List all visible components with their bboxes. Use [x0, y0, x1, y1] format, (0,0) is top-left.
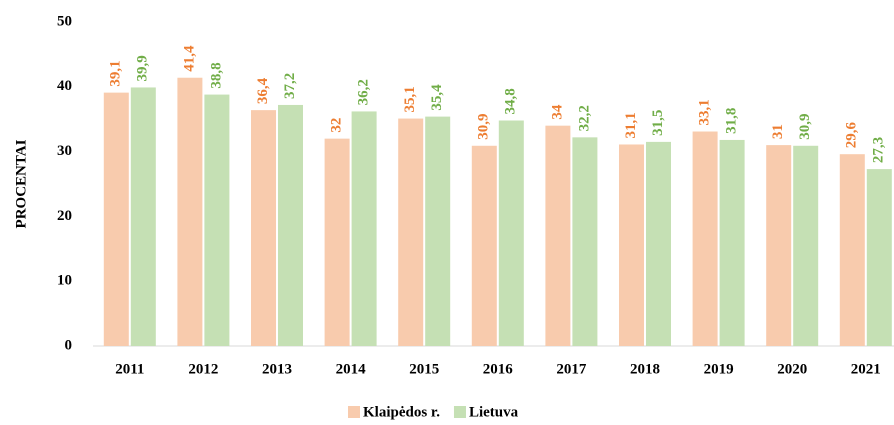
legend-swatch — [348, 406, 360, 418]
bar — [866, 169, 892, 346]
bar — [498, 120, 524, 346]
y-tick-label: 40 — [57, 78, 72, 94]
x-tick-label: 2019 — [704, 361, 734, 377]
x-tick-label: 2015 — [409, 361, 439, 377]
data-label: 37,2 — [282, 73, 298, 99]
data-label: 41,4 — [181, 45, 197, 72]
bar — [719, 139, 745, 346]
y-tick-label: 0 — [65, 337, 73, 353]
data-label: 33,1 — [697, 99, 713, 125]
x-tick-label: 2017 — [556, 361, 587, 377]
bar — [646, 141, 671, 346]
data-label: 36,2 — [356, 79, 372, 105]
bar — [204, 94, 230, 347]
data-label: 31 — [770, 124, 786, 139]
bar — [766, 145, 792, 346]
data-label: 35,4 — [429, 84, 445, 111]
bar — [619, 144, 644, 346]
bar — [177, 77, 203, 346]
bar — [471, 145, 497, 346]
data-label: 39,9 — [135, 55, 151, 81]
data-label: 30,9 — [797, 114, 813, 140]
x-tick-label: 2013 — [262, 361, 292, 377]
bar — [351, 111, 377, 346]
x-tick-label: 2012 — [188, 361, 218, 377]
data-label: 29,6 — [844, 121, 860, 148]
data-label: 35,1 — [402, 86, 418, 112]
bar — [130, 87, 156, 346]
x-tick-label: 2020 — [777, 361, 807, 377]
bar — [278, 104, 303, 346]
x-tick-label: 2011 — [115, 361, 144, 377]
data-label: 32 — [329, 118, 345, 133]
legend-label: Klaipėdos r. — [363, 404, 440, 420]
data-label: 34,8 — [503, 88, 519, 114]
bar — [103, 92, 129, 346]
data-label: 30,9 — [476, 114, 492, 140]
x-tick-label: 2021 — [851, 361, 881, 377]
y-axis-label: PROCENTAI — [13, 139, 29, 228]
data-label: 34 — [549, 104, 565, 120]
bar — [425, 116, 451, 346]
x-tick-label: 2016 — [483, 361, 514, 377]
y-tick-label: 30 — [57, 143, 72, 159]
bar — [793, 145, 819, 346]
data-label: 27,3 — [871, 137, 887, 163]
legend-label: Lietuva — [469, 404, 519, 420]
data-label: 36,4 — [255, 77, 271, 104]
data-label: 31,5 — [650, 110, 666, 136]
y-tick-label: 50 — [57, 13, 72, 29]
bar — [324, 138, 350, 346]
data-label: 32,2 — [576, 105, 592, 131]
bar — [251, 110, 276, 347]
bar — [572, 137, 598, 346]
legend-swatch — [453, 406, 466, 418]
y-tick-label: 10 — [57, 273, 72, 289]
bar — [398, 118, 424, 346]
x-tick-label: 2018 — [630, 361, 660, 377]
x-tick-label: 2014 — [336, 361, 367, 377]
data-label: 31,8 — [724, 108, 740, 134]
data-label: 39,1 — [108, 60, 124, 86]
bar — [839, 154, 865, 346]
y-tick-label: 20 — [57, 208, 72, 224]
data-label: 31,1 — [623, 112, 639, 138]
bar — [692, 131, 718, 346]
data-label: 38,8 — [208, 62, 224, 88]
bar — [545, 125, 571, 347]
